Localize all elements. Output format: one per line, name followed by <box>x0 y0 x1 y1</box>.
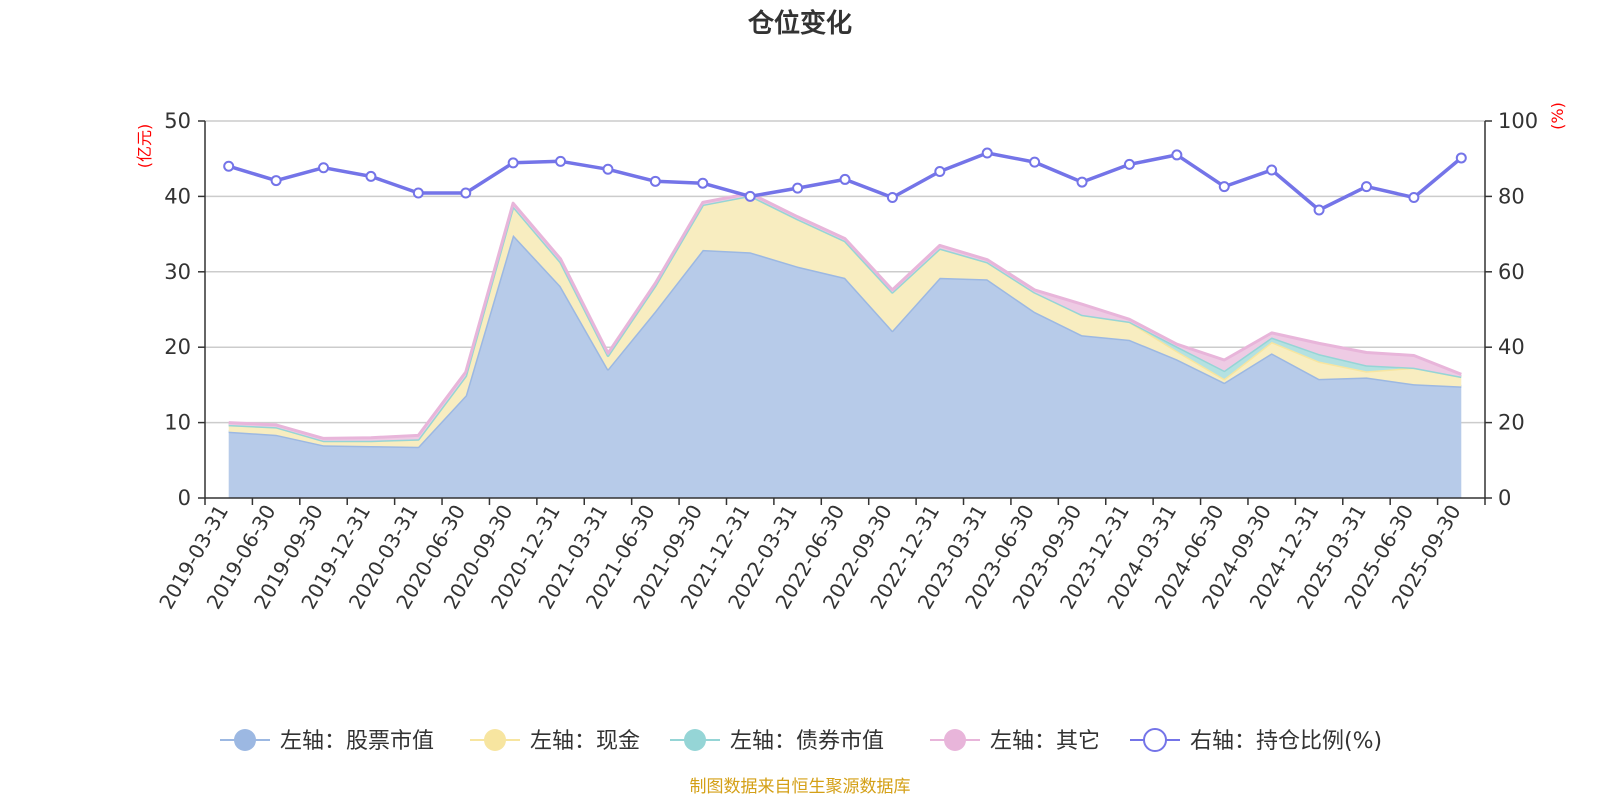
right-axis-unit: (%) <box>1548 102 1567 130</box>
stacked-areas <box>228 191 1462 498</box>
ratio-point <box>792 182 804 194</box>
legend-item: 右轴：持仓比例(%) <box>1130 728 1382 754</box>
left-axis-label: 50 <box>164 109 191 133</box>
chart-title: 仓位变化 <box>747 8 852 39</box>
area-左轴：股票市值 <box>228 234 1462 498</box>
left-axis-label: 40 <box>164 184 191 208</box>
legend-label: 左轴：股票市值 <box>280 729 434 754</box>
right-axis-label: 80 <box>1498 184 1525 208</box>
right-axis-label: 40 <box>1498 335 1525 359</box>
ratio-point <box>1218 181 1230 193</box>
legend-label: 左轴：现金 <box>530 729 640 754</box>
legend-label: 右轴：持仓比例(%) <box>1190 729 1382 754</box>
right-axis-label: 60 <box>1498 260 1525 284</box>
legend-item: 左轴：其它 <box>930 729 1100 754</box>
legend-label: 左轴：其它 <box>990 729 1100 754</box>
ratio-point <box>1123 158 1135 170</box>
left-axis-label: 0 <box>178 486 191 510</box>
legend-item: 左轴：股票市值 <box>220 729 434 754</box>
ratio-point <box>839 173 851 185</box>
ratio-point <box>555 155 567 167</box>
ratio-point <box>223 160 235 172</box>
right-axis-label: 20 <box>1498 411 1525 435</box>
ratio-point <box>460 187 472 199</box>
legend-marker <box>484 729 506 751</box>
holding-ratio-line <box>223 147 1467 216</box>
ratio-point <box>1076 176 1088 188</box>
ratio-point <box>365 170 377 182</box>
ratio-point <box>1171 149 1183 161</box>
ratio-point <box>507 157 519 169</box>
area-左轴：现金 <box>228 195 1462 447</box>
legend-marker <box>234 729 256 751</box>
ratio-point <box>1455 152 1467 164</box>
ratio-point <box>1029 156 1041 168</box>
legend: 左轴：股票市值 左轴：现金 左轴：债券市值 左轴：其它 右轴：持仓比例(%) <box>220 728 1382 754</box>
legend-item: 左轴：债券市值 <box>670 729 884 754</box>
area-edge-左轴：其它 <box>228 191 1462 440</box>
legend-marker <box>944 729 966 751</box>
legend-item: 左轴：现金 <box>470 729 640 754</box>
ratio-point <box>270 175 282 187</box>
ratio-point <box>697 177 709 189</box>
ratio-point <box>1313 204 1325 216</box>
left-axis-label: 10 <box>164 411 191 435</box>
source-note: 制图数据来自恒生聚源数据库 <box>690 777 911 797</box>
left-axis-label: 20 <box>164 335 191 359</box>
ratio-point <box>981 147 993 159</box>
ratio-point <box>886 192 898 204</box>
legend-marker <box>1143 728 1167 752</box>
ratio-point <box>744 190 756 202</box>
right-axis-label: 100 <box>1498 109 1538 133</box>
legend-label: 左轴：债券市值 <box>730 729 884 754</box>
ratio-point <box>1360 181 1372 193</box>
ratio-point <box>649 175 661 187</box>
ratio-point <box>1408 192 1420 204</box>
ratio-point <box>318 162 330 174</box>
right-axis-label: 0 <box>1498 486 1511 510</box>
ratio-point <box>934 166 946 178</box>
ratio-point <box>1266 164 1278 176</box>
ratio-point <box>602 163 614 175</box>
legend-marker <box>684 729 706 751</box>
left-axis-label: 30 <box>164 260 191 284</box>
left-axis-unit: (亿元) <box>135 124 154 169</box>
ratio-point <box>412 187 424 199</box>
